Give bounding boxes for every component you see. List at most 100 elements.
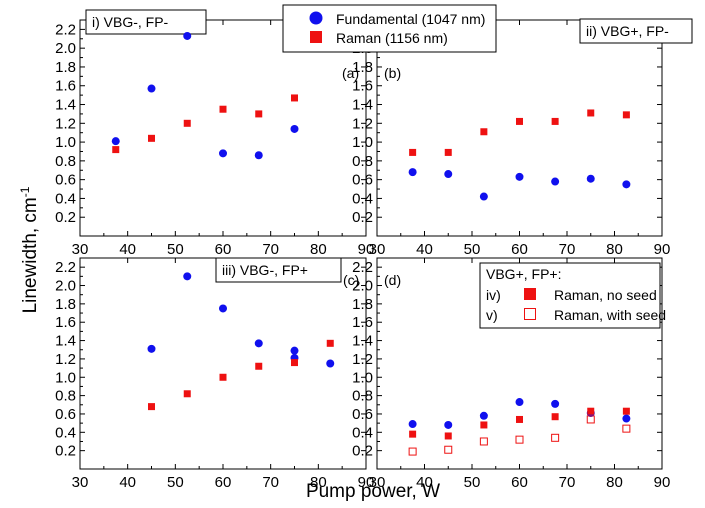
y-tick-label: 0.2	[352, 443, 373, 460]
x-tick-label: 90	[654, 241, 671, 258]
legend-fundamental-marker	[309, 11, 323, 25]
panel-1: 30 40 50 60 70 80 90 0.2 0.40.6 0.8 1.0 1.21.4 1.6 1.…	[352, 18, 693, 258]
panel-tag: (a)	[342, 65, 359, 81]
panel-title: ii) VBG+, FP-	[586, 23, 669, 39]
panel-title-box	[579, 18, 693, 44]
x-tick-label: 30	[369, 474, 386, 491]
x-tick-label: 50	[167, 474, 184, 491]
panel-legend-marker-open	[524, 308, 536, 320]
point-raman-seed	[622, 424, 631, 433]
y-axis-title-main: Linewidth, cm	[20, 197, 41, 313]
panel-2: 30 40 50 60 70 80 900.20.40.60.81.01.21.41.61.…	[55, 257, 375, 491]
panel-frame	[79, 257, 367, 470]
y-tick-label: 0.6	[352, 172, 373, 189]
point-raman	[255, 110, 263, 118]
x-tick-label: 50	[464, 241, 481, 258]
point-raman	[587, 109, 595, 117]
panel-legend-marker	[524, 288, 536, 300]
panel-legend-box	[479, 262, 661, 329]
x-tick-label: 70	[559, 474, 576, 491]
point-raman-seed	[408, 447, 417, 456]
x-tick-label: 80	[310, 241, 327, 258]
point-raman	[516, 117, 523, 125]
point-raman	[587, 407, 595, 415]
point-fundamental	[254, 151, 263, 160]
panel-title-box	[85, 9, 207, 35]
panel-legend-label: Raman, no seed	[554, 287, 657, 303]
y-tick-label: 1.6	[55, 78, 76, 95]
y-tick-label: 1.0	[352, 134, 373, 151]
y-tick-label: 1.2	[352, 351, 373, 368]
point-raman-seed	[515, 435, 524, 444]
point-fundamental	[444, 170, 453, 179]
y-tick-label: 1.8	[55, 296, 76, 313]
point-raman	[444, 148, 452, 156]
point-fundamental	[622, 180, 631, 189]
point-fundamental	[147, 84, 156, 93]
point-raman-seed	[444, 445, 453, 454]
x-tick-label: 70	[262, 241, 279, 258]
point-fundamental	[479, 411, 488, 420]
point-raman	[326, 339, 334, 347]
panel-legend-label: Raman, with seed	[554, 307, 666, 323]
y-tick-label: 0.2	[55, 209, 76, 226]
y-axis-title: Linewidth, cm-1	[18, 186, 41, 313]
y-tick-label: 2.2	[55, 21, 76, 38]
y-tick-label: 1.2	[55, 351, 76, 368]
point-fundamental	[408, 168, 417, 177]
x-tick-label: 80	[310, 474, 327, 491]
point-raman	[219, 105, 227, 113]
point-raman	[444, 432, 452, 440]
x-tick-label: 30	[369, 241, 386, 258]
point-raman	[148, 403, 155, 411]
point-raman-seed	[479, 437, 488, 446]
y-tick-label: 0.4	[55, 190, 76, 207]
point-fundamental	[586, 174, 595, 183]
x-tick-label: 60	[511, 241, 528, 258]
y-tick-label: 0.6	[352, 406, 373, 423]
y-tick-label: 2.0	[55, 278, 76, 295]
point-raman	[291, 94, 298, 102]
x-tick-label: 60	[215, 474, 232, 491]
x-tick-label: 60	[511, 474, 528, 491]
y-tick-label: 1.0	[352, 369, 373, 386]
y-tick-label: 0.8	[55, 153, 76, 170]
y-tick-label: 2.2	[55, 259, 76, 276]
point-raman	[255, 362, 263, 370]
point-fundamental	[551, 177, 560, 186]
legend-fundamental-label: Fundamental (1047 nm)	[336, 11, 485, 27]
point-fundamental	[219, 304, 227, 313]
point-raman	[112, 146, 120, 154]
point-raman	[480, 128, 488, 136]
y-axis-title-sup: -1	[18, 186, 32, 197]
panel-legend-prefix: v)	[486, 307, 498, 323]
y-tick-label: 2.0	[352, 278, 373, 295]
y-tick-label: 0.4	[352, 424, 373, 441]
x-axis-title: Pump power, W	[306, 481, 440, 502]
point-raman	[622, 407, 630, 415]
y-tick-label: 1.4	[55, 333, 76, 350]
point-fundamental	[183, 31, 192, 40]
y-tick-label: 1.8	[352, 296, 373, 313]
top-legend: Fundamental (1047 nm) Raman (1156 nm)	[282, 4, 497, 53]
x-tick-label: 40	[119, 474, 136, 491]
point-raman	[409, 430, 417, 438]
point-fundamental	[479, 192, 488, 201]
point-raman	[551, 413, 559, 421]
legend-raman-label: Raman (1156 nm)	[336, 30, 448, 46]
panel-legend-prefix: iv)	[486, 287, 501, 303]
y-tick-label: 1.6	[352, 78, 373, 95]
point-raman	[183, 390, 191, 398]
x-tick-label: 90	[358, 474, 375, 491]
panels-group: 30 40 50 60 70 80 900.20.40.60.81.01.21.41.61.…	[55, 9, 693, 491]
y-tick-label: 0.2	[55, 443, 76, 460]
y-tick-label: 1.8	[55, 59, 76, 76]
y-tick-label: 1.4	[55, 97, 76, 114]
x-tick-label: 50	[167, 241, 184, 258]
panel-title: i) VBG-, FP-	[92, 14, 169, 30]
x-tick-label: 80	[606, 241, 623, 258]
point-raman	[148, 134, 155, 142]
y-tick-label: 1.0	[55, 369, 76, 386]
point-raman	[183, 119, 191, 127]
x-tick-label: 80	[606, 474, 623, 491]
